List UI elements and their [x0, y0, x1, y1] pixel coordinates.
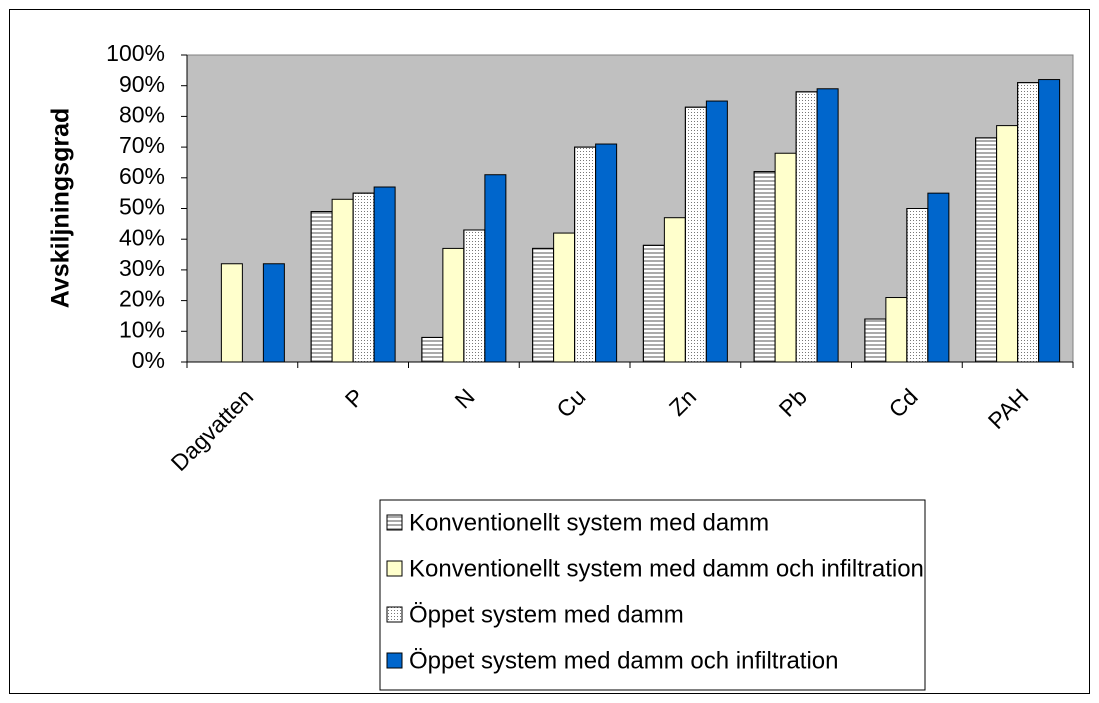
- y-tick-label: 20%: [119, 286, 165, 312]
- bar: [331, 198, 354, 363]
- bar: [996, 125, 1019, 363]
- bar: [774, 152, 797, 363]
- bar: [463, 229, 486, 363]
- bar: [864, 318, 887, 363]
- bar: [795, 91, 818, 363]
- bar: [553, 232, 576, 363]
- bar: [310, 211, 333, 363]
- y-tick-label: 90%: [119, 71, 165, 97]
- bar: [705, 100, 728, 363]
- bar: [373, 186, 396, 363]
- bar: [421, 336, 444, 363]
- bar: [1038, 79, 1061, 363]
- y-tick-label: 100%: [106, 40, 165, 66]
- bar: [595, 143, 618, 363]
- legend-swatch: [386, 652, 403, 669]
- bar: [262, 263, 285, 363]
- bar: [352, 192, 375, 363]
- bar: [684, 106, 707, 363]
- y-tick-label: 60%: [119, 163, 165, 189]
- legend-swatch: [386, 560, 403, 577]
- bar: [927, 192, 950, 363]
- y-tick-label: 50%: [119, 194, 165, 220]
- bar: [484, 174, 507, 363]
- y-tick-label: 40%: [119, 224, 165, 250]
- bar: [975, 137, 998, 363]
- y-tick-label: 70%: [119, 132, 165, 158]
- bar: [442, 247, 465, 363]
- y-axis-title: Avskiljningsgrad: [47, 108, 75, 309]
- legend-swatch: [386, 606, 403, 623]
- legend-label: Konventionellt system med damm och infil…: [409, 555, 924, 582]
- legend-swatch: [386, 514, 403, 531]
- y-tick-label: 0%: [132, 347, 165, 373]
- y-tick-label: 10%: [119, 316, 165, 342]
- y-tick-label: 30%: [119, 255, 165, 281]
- y-tick-label: 80%: [119, 101, 165, 127]
- bar: [663, 217, 686, 363]
- bar: [816, 88, 839, 363]
- bar: [574, 146, 597, 363]
- legend-label: Konventionellt system med damm: [409, 509, 769, 536]
- bar: [885, 297, 908, 363]
- legend-label: Öppet system med damm: [409, 601, 684, 628]
- bar: [906, 208, 929, 363]
- bar: [642, 244, 665, 363]
- bar: [532, 247, 555, 363]
- legend: [379, 499, 926, 691]
- bar: [1017, 82, 1040, 363]
- legend-label: Öppet system med damm och infiltration: [409, 647, 839, 674]
- bar: [753, 171, 776, 363]
- bar: [220, 263, 243, 363]
